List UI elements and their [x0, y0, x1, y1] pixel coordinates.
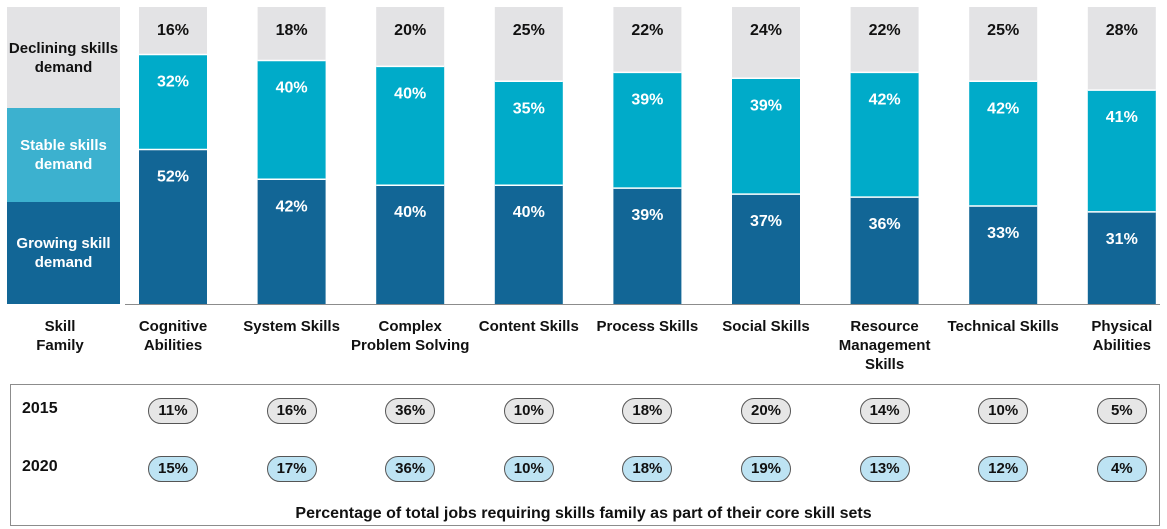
bar-label-stable: 39%: [750, 97, 782, 114]
bar-label-declining: 24%: [750, 22, 782, 39]
bar-declining: [139, 7, 207, 55]
bar-growing: [1087, 211, 1156, 304]
bar-label-stable: 32%: [157, 74, 189, 91]
legend-stable-label: Stable skills demand: [20, 137, 107, 173]
share-pill-2015: 10%: [978, 398, 1029, 424]
stacked-bar-chart: 52% 32% 16% 42% 40% 18% 40% 40% 20% 40% 35% 25% 39% 3…: [125, 7, 1160, 305]
bar-label-declining: 22%: [869, 22, 901, 39]
category-label: Complex Problem Solving: [351, 318, 470, 354]
bar-declining: [850, 7, 919, 73]
share-pill-2015: 16%: [266, 398, 317, 424]
bar-label-declining: 20%: [394, 22, 426, 39]
legend-declining-label: Declining skills demand: [8, 39, 119, 76]
category-label: Content Skills: [478, 318, 579, 335]
bar-growing: [376, 185, 445, 304]
legend-declining: Declining skills demand: [7, 7, 120, 108]
share-pill-2020: 17%: [266, 456, 317, 482]
legend-growing: Growing skill demand: [7, 202, 120, 304]
bar-label-growing: 39%: [631, 207, 663, 224]
bar-label-stable: 39%: [631, 91, 663, 108]
share-pill-2020: 18%: [622, 456, 673, 482]
legend-stable: Stable skills demand: [7, 108, 120, 202]
share-pill-2020: 13%: [859, 456, 910, 482]
bar-label-declining: 16%: [157, 22, 189, 39]
share-pill-2020: 12%: [978, 456, 1029, 482]
share-pill-2020: 10%: [503, 456, 554, 482]
bar-label-growing: 40%: [394, 204, 426, 221]
share-pill-2015: 11%: [148, 398, 198, 424]
bar-label-growing: 31%: [1106, 231, 1138, 248]
bar-growing: [969, 205, 1038, 304]
bar-growing: [257, 179, 326, 304]
bar-stable: [969, 81, 1038, 206]
bar-label-declining: 22%: [631, 22, 663, 39]
category-label: Technical Skills: [947, 318, 1059, 335]
skill-family-label: Skill Family: [36, 318, 84, 354]
share-pill-2020: 36%: [385, 456, 436, 482]
share-pill-2015: 18%: [622, 398, 673, 424]
category-label: Social Skills: [722, 318, 810, 335]
bar-declining: [1087, 7, 1156, 91]
bar-label-stable: 35%: [513, 100, 545, 117]
share-pill-2015: 5%: [1096, 398, 1147, 424]
bar-label-stable: 42%: [869, 91, 901, 108]
bar-label-declining: 25%: [513, 22, 545, 39]
share-pill-2020: 15%: [148, 456, 198, 482]
bar-stable: [494, 81, 563, 186]
bar-label-stable: 42%: [987, 100, 1019, 117]
share-pill-2015: 10%: [503, 398, 554, 424]
bar-label-stable: 40%: [276, 79, 308, 96]
bar-stable: [257, 60, 326, 180]
share-pill-2015: 20%: [741, 398, 791, 424]
bar-declining: [732, 7, 800, 79]
bar-stable: [613, 72, 682, 189]
bar-label-growing: 33%: [987, 225, 1019, 242]
bar-growing: [139, 149, 207, 304]
bar-stable: [850, 72, 919, 198]
bar-growing: [732, 194, 800, 304]
bar-stable: [376, 66, 445, 186]
year-label: 2020: [22, 458, 58, 475]
bar-label-stable: 41%: [1106, 109, 1138, 126]
bar-label-declining: 25%: [987, 22, 1019, 39]
legend-growing-label: Growing skill demand: [16, 235, 111, 271]
bar-growing: [613, 188, 682, 304]
year-label: 2015: [22, 400, 58, 417]
share-pill-2015: 14%: [859, 398, 910, 424]
bar-label-growing: 40%: [513, 204, 545, 221]
category-label: Process Skills: [596, 318, 699, 335]
bar-declining: [613, 7, 682, 73]
bar-declining: [494, 7, 563, 82]
bar-label-growing: 42%: [276, 198, 308, 215]
footnote: Percentage of total jobs requiring skill…: [295, 505, 872, 522]
share-pill-2015: 36%: [385, 398, 436, 424]
bar-stable: [732, 78, 800, 195]
category-label: Resource Management Skills: [838, 318, 931, 373]
share-table: [10, 384, 1160, 526]
bar-label-stable: 40%: [394, 85, 426, 102]
bar-label-growing: 36%: [869, 216, 901, 233]
bar-stable: [1087, 90, 1156, 212]
bar-growing: [850, 197, 919, 304]
bar-stable: [139, 54, 207, 150]
bar-label-growing: 52%: [157, 169, 189, 186]
bar-label-growing: 37%: [750, 213, 782, 230]
bar-declining: [257, 7, 326, 61]
category-label: System Skills: [243, 318, 340, 335]
bar-declining: [376, 7, 445, 67]
share-pill-2020: 19%: [741, 456, 791, 482]
category-label: Cognitive Abilities: [138, 318, 208, 354]
bar-declining: [969, 7, 1038, 82]
category-label: Physical Abilities: [1091, 318, 1153, 354]
bar-growing: [494, 185, 563, 304]
share-pill-2020: 4%: [1096, 456, 1147, 482]
bar-label-declining: 18%: [276, 22, 308, 39]
bar-label-declining: 28%: [1106, 22, 1138, 39]
